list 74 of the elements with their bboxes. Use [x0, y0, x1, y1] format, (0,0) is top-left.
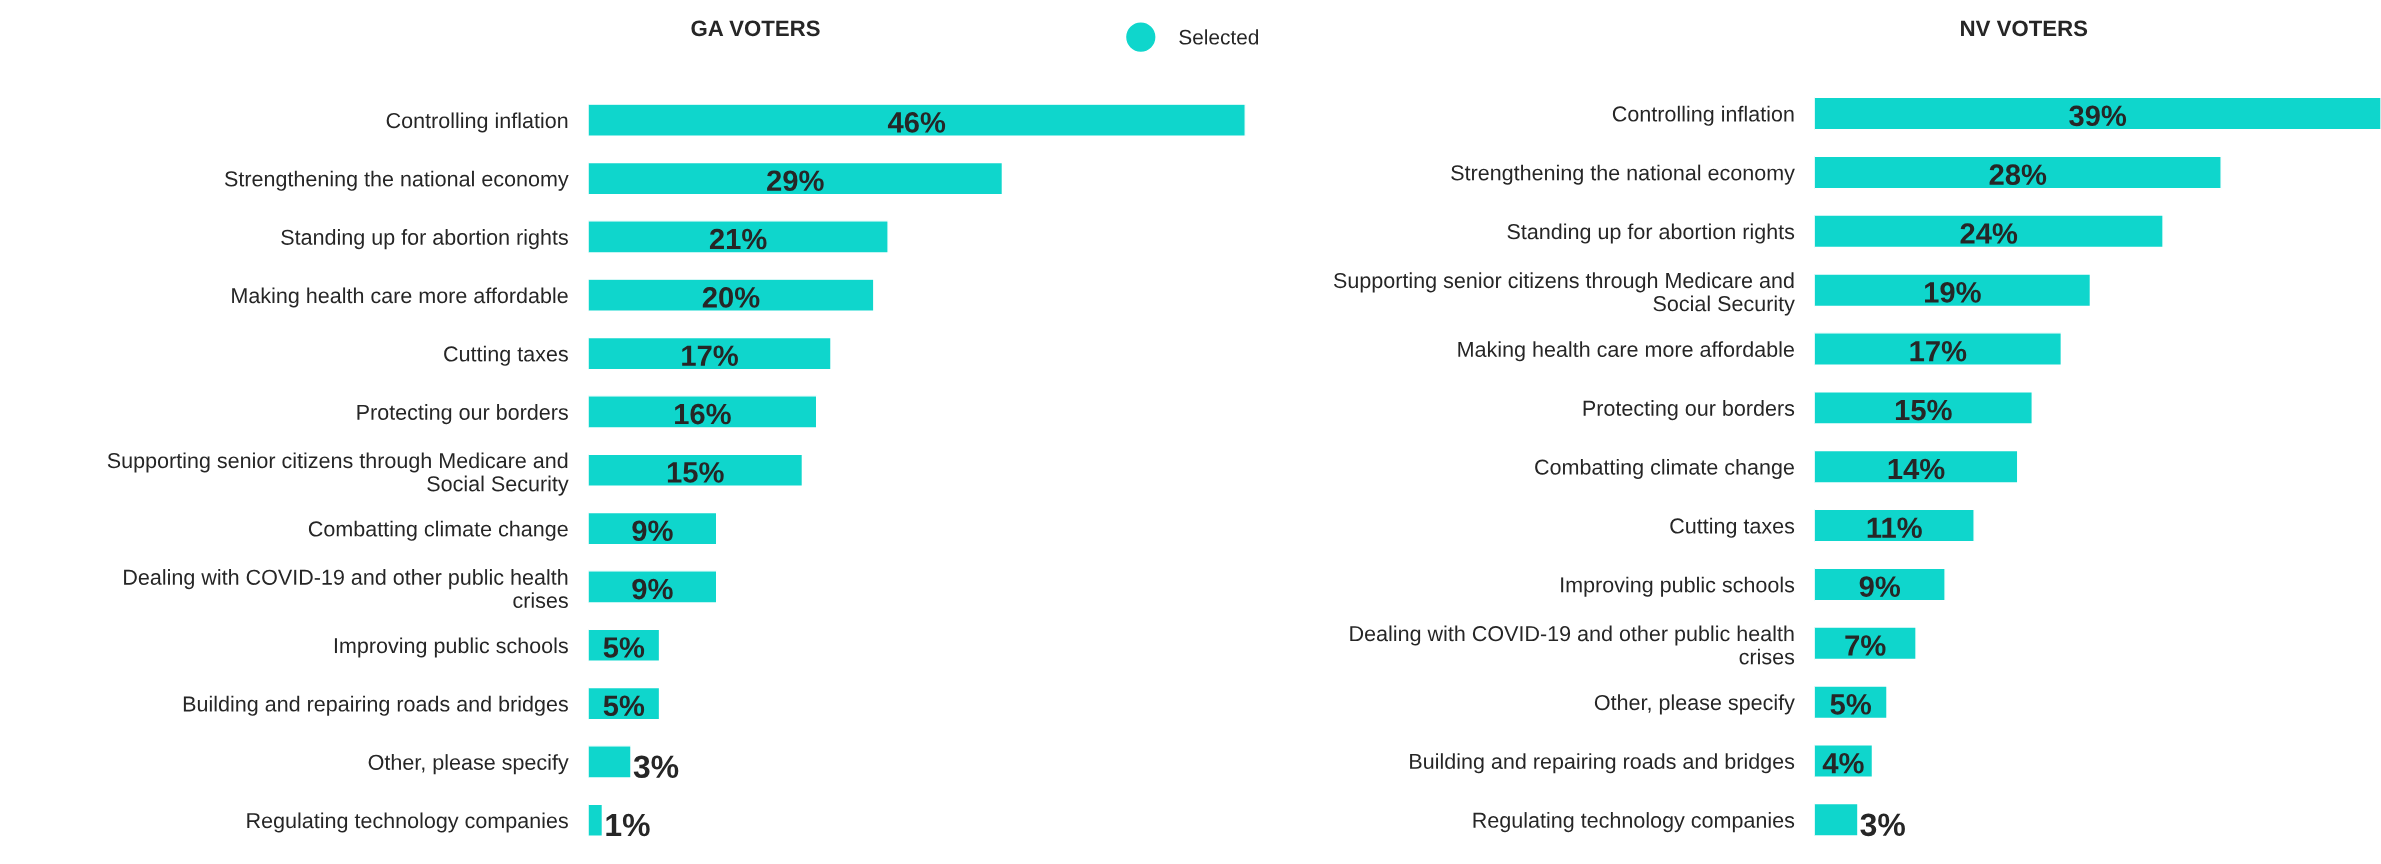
y-tick-label: Strengthening the national economy — [224, 170, 569, 191]
y-tick-label: Controlling inflation — [386, 112, 568, 133]
data-label: 39% — [2069, 105, 2127, 127]
y-tick-label: Dealing with COVID-19 and other public health crises — [1350, 625, 1795, 665]
y-tick-label: Regulating technology companies — [247, 812, 568, 833]
bar — [588, 453, 804, 487]
y-tick-label: Other, please specify — [368, 754, 569, 775]
y-tick-label: Improving public schools — [1561, 576, 1795, 597]
data-label: 1% — [606, 813, 650, 837]
bar — [588, 745, 632, 779]
bar — [1814, 155, 2222, 190]
data-label: 19% — [1925, 282, 1981, 303]
y-tick-label: Making health care more affordable — [232, 287, 568, 308]
y-tick-label: Standing up for abortion rights — [1507, 223, 1795, 244]
y-tick-label: Protecting our borders — [357, 404, 568, 425]
y-tick-label: Improving public schools — [334, 637, 568, 658]
data-label: 9% — [632, 520, 673, 542]
y-tick-label: Making health care more affordable — [1458, 341, 1794, 362]
bar — [1814, 332, 2063, 366]
y-tick-label: Building and repairing roads and bridges — [1410, 753, 1795, 774]
data-label: 5% — [603, 695, 645, 717]
data-label: 3% — [633, 755, 679, 779]
bar — [1814, 214, 2164, 249]
data-label: 20% — [702, 287, 760, 308]
data-label: 5% — [603, 637, 645, 658]
y-tick-label: Regulating technology companies — [1473, 812, 1795, 833]
data-label: 3% — [1860, 813, 1905, 837]
data-label: 14% — [1888, 458, 1945, 480]
bar — [1814, 449, 2019, 484]
y-tick-label: Supporting senior citizens through Medicare and Social Security — [1333, 272, 1795, 316]
data-label: 46% — [887, 112, 946, 133]
bar — [588, 336, 832, 371]
bar — [1814, 96, 2381, 131]
y-tick-label: Strengthening the national economy — [1451, 164, 1795, 185]
bar — [588, 395, 818, 429]
data-label: 28% — [1989, 164, 2047, 185]
data-label: 21% — [709, 228, 767, 250]
bar — [588, 803, 604, 837]
data-label: 9% — [632, 578, 673, 600]
data-label: 11% — [1867, 517, 1922, 539]
bar — [588, 220, 889, 254]
y-tick-label: Protecting our borders — [1583, 400, 1795, 421]
y-tick-label: Controlling inflation — [1612, 105, 1794, 126]
bar — [588, 570, 718, 604]
y-tick-label: Cutting taxes — [1670, 517, 1795, 538]
data-label: 15% — [667, 462, 724, 483]
data-label: 17% — [1910, 340, 1967, 362]
data-label: 24% — [1960, 223, 2018, 244]
y-tick-label: Combatting climate change — [308, 520, 568, 541]
y-tick-label: Dealing with COVID-19 and other public health crises — [124, 569, 568, 609]
bar — [588, 103, 1246, 137]
data-label: 29% — [767, 170, 824, 192]
bar — [1814, 626, 1917, 661]
data-label: 15% — [1895, 399, 1952, 421]
bar — [1814, 390, 2033, 425]
y-tick-label: Supporting senior citizens through Medicare and Social Security — [107, 452, 569, 496]
y-tick-label: Cutting taxes — [444, 345, 568, 366]
data-label: 9% — [1859, 576, 1901, 597]
data-label: 17% — [682, 345, 738, 366]
bar — [1814, 273, 2092, 308]
chart-title: NV VOTERS — [1961, 20, 2088, 37]
chart-title: GA VOTERS — [691, 20, 820, 37]
bar — [1814, 802, 1859, 837]
bar — [588, 161, 1004, 196]
data-label: 4% — [1822, 752, 1864, 774]
y-tick-label: Building and repairing roads and bridges — [183, 695, 568, 716]
y-tick-label: Standing up for abortion rights — [281, 229, 568, 250]
y-tick-label: Combatting climate change — [1535, 458, 1794, 479]
data-label: 16% — [675, 403, 731, 425]
bar — [588, 278, 875, 312]
legend-label: Selected — [1179, 29, 1259, 45]
data-label: 7% — [1845, 635, 1886, 656]
y-tick-label: Other, please specify — [1594, 694, 1795, 715]
data-label: 5% — [1830, 694, 1871, 715]
